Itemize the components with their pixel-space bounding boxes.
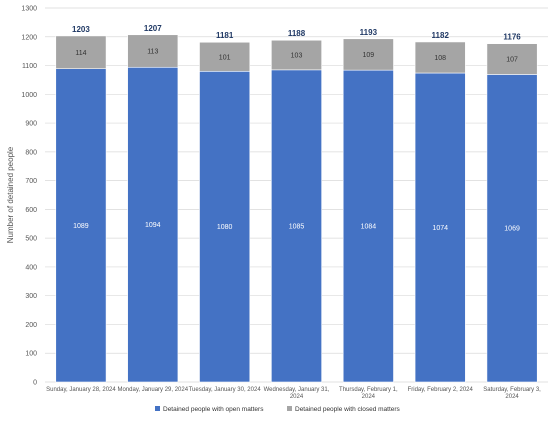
x-tick-label: Thursday, February 1, xyxy=(339,387,398,393)
y-tick-label: 1000 xyxy=(21,92,37,99)
legend-label: Detained people with open matters xyxy=(163,406,264,413)
y-tick-label: 400 xyxy=(25,264,37,271)
bar-segment xyxy=(271,69,322,383)
x-tick-label: Wednesday, January 31, xyxy=(264,387,330,393)
bars: 1089 114 1203 1094 113 1207 1080 101 1181 1085 103… xyxy=(55,24,538,383)
bar-segment xyxy=(342,69,394,383)
data-label: 113 xyxy=(147,49,158,56)
y-tick-label: 500 xyxy=(25,236,37,243)
bar-segment xyxy=(342,38,394,71)
x-tick-label: Saturday, February 3, xyxy=(483,387,541,393)
data-label: 107 xyxy=(506,57,518,64)
x-axis: Sunday, January 28, 2024 Monday, January … xyxy=(46,387,541,400)
x-tick-label: Friday, February 2, 2024 xyxy=(408,387,474,393)
data-label: 103 xyxy=(291,53,303,60)
x-tick-label: Sunday, January 28, 2024 xyxy=(46,387,116,393)
total-label: 1182 xyxy=(432,31,450,40)
data-label: 1080 xyxy=(217,224,233,231)
legend-swatch xyxy=(287,406,292,411)
data-label: 109 xyxy=(363,52,375,59)
y-tick-label: 600 xyxy=(25,207,37,214)
y-tick-label: 200 xyxy=(25,322,37,329)
x-tick-label: Tuesday, January 30, 2024 xyxy=(189,387,262,393)
data-label: 101 xyxy=(219,54,231,61)
bar-segment xyxy=(199,70,251,383)
bar-segment xyxy=(414,72,466,383)
total-label: 1181 xyxy=(216,31,234,40)
data-label: 1074 xyxy=(432,225,448,232)
y-axis-label: Number of detained people xyxy=(6,146,15,243)
x-tick-label: 2024 xyxy=(362,394,376,400)
bar-segment xyxy=(486,74,538,383)
y-axis: 0 100 200 300 400 500 600 700 800 900 1000 1100 1200… xyxy=(21,6,37,387)
y-tick-label: 800 xyxy=(25,149,37,156)
data-label: 1089 xyxy=(73,223,89,230)
bar-segment xyxy=(127,34,179,68)
data-label: 114 xyxy=(75,50,86,57)
legend: Detained people with open matters Detaine… xyxy=(155,406,401,413)
y-tick-label: 700 xyxy=(25,178,37,185)
data-label: 1094 xyxy=(145,222,161,229)
total-label: 1188 xyxy=(288,29,306,38)
data-label: 108 xyxy=(434,55,446,62)
x-tick-label: 2024 xyxy=(505,394,519,400)
data-label: 1069 xyxy=(504,226,520,233)
y-tick-label: 100 xyxy=(25,351,37,358)
y-tick-label: 1200 xyxy=(21,34,37,41)
bar-segment xyxy=(271,39,322,71)
x-tick-label: 2024 xyxy=(290,394,304,400)
y-tick-label: 1300 xyxy=(21,6,37,13)
bar-segment xyxy=(199,41,251,72)
legend-swatch xyxy=(155,406,160,411)
total-label: 1203 xyxy=(72,25,90,34)
bar-segment xyxy=(414,41,466,74)
data-label: 1084 xyxy=(361,224,377,231)
y-tick-label: 0 xyxy=(33,380,37,387)
total-label: 1176 xyxy=(503,33,521,42)
total-label: 1193 xyxy=(360,28,378,37)
bar-segment xyxy=(55,68,107,383)
y-tick-label: 300 xyxy=(25,293,37,300)
y-tick-label: 1100 xyxy=(22,63,37,70)
bar-segment xyxy=(55,35,107,70)
bar-segment xyxy=(127,66,179,383)
legend-label: Detained people with closed matters xyxy=(295,406,401,413)
data-label: 1085 xyxy=(289,223,305,230)
total-label: 1207 xyxy=(144,24,162,33)
bar-segment xyxy=(486,43,538,75)
y-tick-label: 900 xyxy=(25,121,37,128)
x-tick-label: Monday, January 29, 2024 xyxy=(117,387,188,393)
